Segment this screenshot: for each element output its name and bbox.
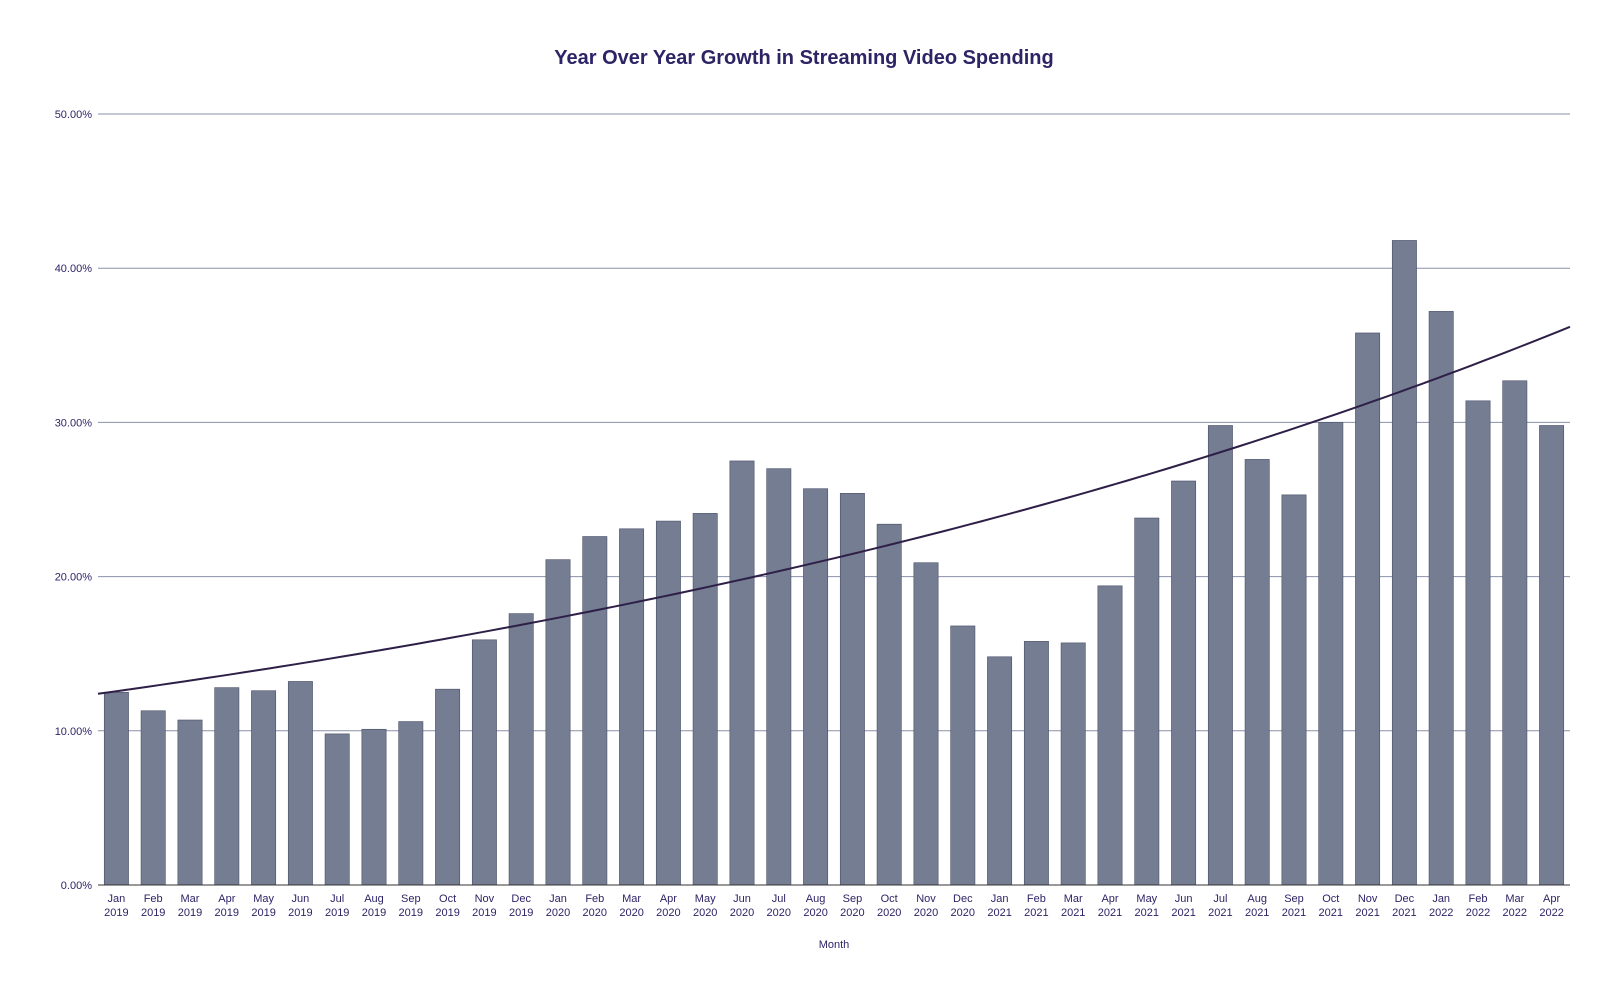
x-tick-label: Mar 2022: [1503, 893, 1527, 919]
bar: [692, 513, 718, 886]
y-tick-label: 0.00%: [61, 880, 92, 892]
bar: [1097, 585, 1123, 886]
bars: [103, 240, 1565, 886]
x-tick-label: May 2021: [1135, 893, 1159, 919]
x-tick-label: Apr 2019: [215, 893, 239, 919]
bar: [729, 460, 755, 886]
x-tick-label: Jun 2021: [1171, 893, 1195, 919]
x-tick-label: Nov 2021: [1355, 893, 1379, 919]
x-tick-label: Oct 2020: [877, 893, 901, 919]
x-tick-label: Dec 2020: [951, 893, 975, 919]
bar: [214, 687, 240, 886]
bar: [177, 719, 203, 886]
bar: [582, 536, 608, 886]
x-tick-label: Feb 2020: [583, 893, 607, 919]
bar: [987, 656, 1013, 886]
x-tick-label: Nov 2019: [472, 893, 496, 919]
bar: [471, 639, 497, 886]
bar: [619, 528, 645, 886]
x-tick-label: Dec 2021: [1392, 893, 1416, 919]
bar: [361, 728, 387, 886]
x-tick-label: Jul 2019: [325, 893, 349, 919]
bar: [803, 488, 829, 886]
bar: [398, 721, 424, 886]
bar: [1502, 380, 1528, 886]
y-tick-label: 20.00%: [55, 572, 93, 584]
bar: [545, 559, 571, 886]
x-tick-label: Aug 2020: [803, 893, 827, 919]
y-tick-label: 10.00%: [55, 726, 93, 738]
x-axis-ticks: Jan 2019 Feb 2019 Mar 2019 Apr 2019 May 2019 Jun 20…: [104, 893, 1564, 919]
x-tick-label: Mar 2020: [619, 893, 643, 919]
bar: [1318, 422, 1344, 886]
x-tick-label: Jun 2020: [730, 893, 754, 919]
bar: [1391, 240, 1417, 886]
x-tick-label: Jun 2019: [288, 893, 312, 919]
bar: [103, 691, 129, 886]
bar: [287, 681, 313, 886]
bar: [1465, 400, 1491, 886]
y-axis-ticks: 0.00% 10.00% 20.00% 30.00% 40.00% 50.00%: [55, 109, 93, 892]
bar: [508, 613, 534, 886]
x-tick-label: Apr 2020: [656, 893, 680, 919]
x-tick-label: Feb 2022: [1466, 893, 1490, 919]
trendline-group: [97, 325, 1571, 695]
bar: [950, 625, 976, 886]
x-tick-label: Feb 2019: [141, 893, 165, 919]
x-tick-label: Aug 2021: [1245, 893, 1269, 919]
x-tick-label: Sep 2021: [1282, 893, 1306, 919]
y-tick-label: 50.00%: [55, 109, 93, 121]
trendline: [97, 325, 1571, 695]
x-tick-label: Jan 2021: [987, 893, 1011, 919]
x-tick-label: Apr 2022: [1539, 893, 1563, 919]
bar: [1134, 517, 1160, 886]
bar: [1539, 425, 1565, 886]
x-tick-label: May 2020: [693, 893, 717, 919]
bar: [839, 493, 865, 886]
x-tick-label: Feb 2021: [1024, 893, 1048, 919]
x-axis-label: Month: [819, 939, 850, 951]
x-tick-label: Dec 2019: [509, 893, 533, 919]
x-tick-label: Aug 2019: [362, 893, 386, 919]
x-tick-label: Jul 2020: [767, 893, 791, 919]
bar: [1281, 494, 1307, 886]
x-tick-label: Apr 2021: [1098, 893, 1122, 919]
bar: [1355, 332, 1381, 886]
x-tick-label: Jan 2020: [546, 893, 570, 919]
x-tick-label: Mar 2019: [178, 893, 202, 919]
gridlines: [98, 113, 1570, 732]
bar: [1060, 642, 1086, 886]
bar: [1244, 459, 1270, 886]
y-tick-label: 30.00%: [55, 417, 93, 429]
x-tick-label: Sep 2020: [840, 893, 864, 919]
bar: [251, 690, 277, 886]
bar: [1207, 425, 1233, 886]
x-tick-label: May 2019: [251, 893, 275, 919]
x-tick-label: Jul 2021: [1208, 893, 1232, 919]
y-tick-label: 40.00%: [55, 263, 93, 275]
x-tick-label: Jan 2019: [104, 893, 128, 919]
x-tick-label: Sep 2019: [399, 893, 423, 919]
bar: [913, 562, 939, 886]
chart-title: Year Over Year Growth in Streaming Video…: [554, 47, 1054, 69]
bar: [1428, 311, 1454, 886]
x-tick-label: Oct 2019: [435, 893, 459, 919]
bar: [1171, 480, 1197, 886]
x-tick-label: Nov 2020: [914, 893, 938, 919]
bar: [655, 520, 681, 886]
bar: [435, 688, 461, 886]
bar: [140, 710, 166, 886]
bar: [766, 468, 792, 886]
bar: [876, 523, 902, 886]
x-tick-label: Jan 2022: [1429, 893, 1453, 919]
x-tick-label: Oct 2021: [1319, 893, 1343, 919]
bar: [1023, 641, 1049, 886]
x-tick-label: Mar 2021: [1061, 893, 1085, 919]
bar: [324, 733, 350, 886]
